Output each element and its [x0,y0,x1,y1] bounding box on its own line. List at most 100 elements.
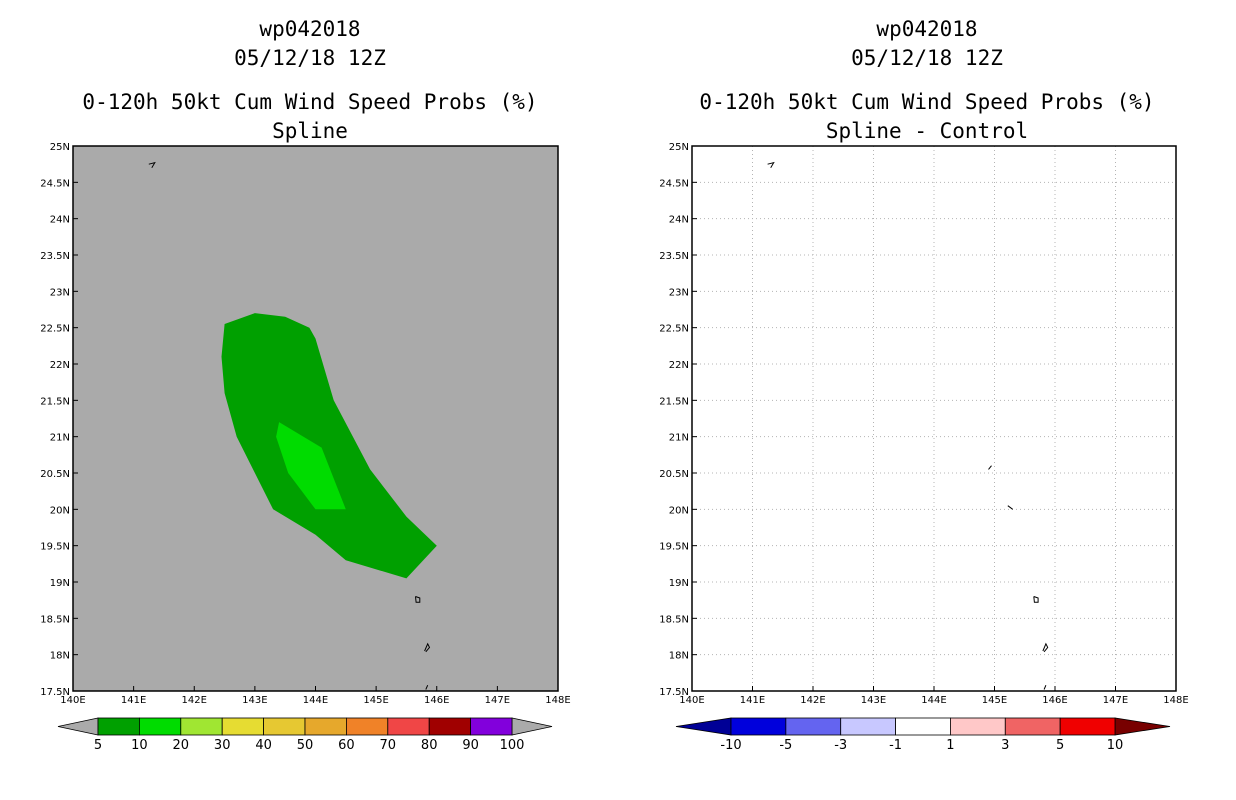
y-tick-label: 24.5N [40,178,70,189]
y-tick-label: 22.5N [40,324,70,335]
colorbar-swatch [97,717,140,736]
colorbar-label: 100 [500,738,525,753]
y-tick-label: 24.5N [659,178,689,189]
y-tick-label: 17.5N [659,687,689,698]
panel-left-title: wp042018 05/12/18 12Z 0-120h 50kt Cum Wi… [60,15,560,146]
y-tick-label: 19N [669,578,689,589]
colorbar-label: 10 [1107,738,1124,753]
x-tick-label: 142E [800,695,825,706]
x-tick-label: 144E [921,695,946,706]
mark-b [1007,505,1013,510]
y-tick-label: 24N [669,215,689,226]
colorbar-label: -1 [889,738,902,753]
x-tick-label: 146E [1042,695,1067,706]
colorbar-label: -3 [834,738,847,753]
colorbar-swatch [428,717,472,736]
colorbar-label: 40 [255,738,272,753]
colorbar-label: 30 [214,738,231,753]
colorbar-extend-high [511,717,553,736]
y-tick-label: 20N [50,505,70,516]
x-tick-label: 145E [982,695,1007,706]
colorbar-swatch [304,717,347,736]
colorbar-swatch [730,717,787,736]
contour-5-10 [221,313,437,579]
product-title: 0-120h 50kt Cum Wind Speed Probs (%) [699,90,1155,114]
x-tick-label: 141E [740,695,765,706]
y-tick-label: 21.5N [659,396,689,407]
colorbar-extend-low [57,717,99,736]
colorbar-swatch [263,717,306,736]
y-tick-label: 20.5N [40,469,70,480]
y-tick-label: 18N [669,651,689,662]
y-tick-label: 19N [50,578,70,589]
y-tick-label: 17.5N [40,687,70,698]
y-tick-label: 18.5N [40,614,70,625]
x-tick-label: 145E [363,695,388,706]
y-tick-label: 20N [669,505,689,516]
x-tick-label: 143E [242,695,267,706]
product-title: 0-120h 50kt Cum Wind Speed Probs (%) [82,90,538,114]
colorbar-label: 80 [421,738,438,753]
y-tick-label: 25N [669,142,689,153]
y-tick-label: 23N [50,287,70,298]
colorbar-label: -5 [779,738,792,753]
colorbar-label: 90 [462,738,479,753]
mark-a [988,465,992,470]
x-tick-label: 142E [182,695,207,706]
colorbar-label: 5 [94,738,102,753]
colorbar-label: 3 [1001,738,1009,753]
colorbar-label: 50 [297,738,314,753]
island-south [424,642,431,653]
island-north [148,161,156,169]
panel-right-title: wp042018 05/12/18 12Z 0-120h 50kt Cum Wi… [677,15,1177,146]
y-tick-label: 23.5N [659,251,689,262]
x-tick-label: 143E [861,695,886,706]
y-tick-label: 18.5N [659,614,689,625]
colorbar-swatch [180,717,223,736]
storm-id: wp042018 [259,17,361,41]
colorbar-swatch [387,717,430,736]
forecast-time: 05/12/18 12Z [234,46,386,70]
island-tip [425,684,429,690]
y-tick-label: 21N [50,433,70,444]
x-tick-label: 147E [1103,695,1128,706]
island-tip [1043,685,1047,690]
island-north [767,161,775,169]
forecast-time: 05/12/18 12Z [851,46,1003,70]
colorbar-label: 10 [131,738,148,753]
colorbar-swatch [895,717,951,736]
map-panel-spline-minus-control: 140E 141E 142E 143E 144E 145E 146E 147E 148E 17.5… [659,142,1188,753]
colorbar-swatch [840,717,896,736]
y-tick-label: 23.5N [40,251,70,262]
colorbar-label: 70 [380,738,397,753]
map-panel-spline: 140E 141E 142E 143E 144E 145E 146E 147E 148E 17.5… [40,142,570,753]
x-tick-label: 148E [545,695,570,706]
colorbar-swatch [1059,717,1116,736]
y-tick-label: 22.5N [659,324,689,335]
colorbar-label: 5 [1056,738,1064,753]
y-tick-label: 21N [669,433,689,444]
colorbar-swatch [785,717,842,736]
colorbar-label: 1 [946,738,954,753]
island-guam-north [415,596,421,603]
x-tick-label: 146E [424,695,449,706]
x-tick-label: 144E [303,695,328,706]
colorbar-label: 60 [338,738,355,753]
storm-id: wp042018 [876,17,978,41]
panel-subtitle: Spline [272,119,348,143]
y-tick-label: 21.5N [40,396,70,407]
y-tick-label: 20.5N [659,469,689,480]
y-tick-label: 23N [669,287,689,298]
y-tick-label: 24N [50,215,70,226]
y-tick-label: 18N [50,651,70,662]
colorbar-label: 20 [173,738,190,753]
contour-10-20 [276,422,346,510]
x-tick-label: 141E [121,695,146,706]
island-guam-north [1033,596,1039,603]
colorbar-swatch [221,717,264,736]
island-south [1042,642,1049,653]
colorbar-extend-low [675,717,732,736]
y-tick-label: 19.5N [40,542,70,553]
colorbar-extend-high [1114,717,1171,736]
